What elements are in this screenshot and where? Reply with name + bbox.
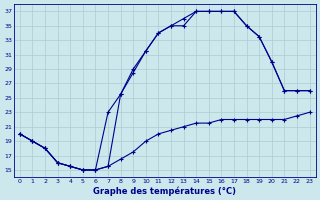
X-axis label: Graphe des températures (°C): Graphe des températures (°C) bbox=[93, 186, 236, 196]
